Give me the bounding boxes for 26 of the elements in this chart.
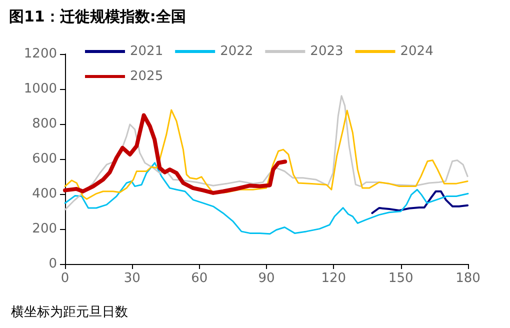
x-tick-label: 0	[60, 271, 70, 286]
y-tick-label: 400	[32, 186, 57, 202]
legend-label: 2022	[220, 44, 254, 59]
y-tick-label: 600	[32, 152, 57, 166]
chart-title: 图11：迁徙规模指数:全国	[9, 8, 186, 26]
x-tick-label: 90	[258, 271, 275, 286]
y-tick-label: 0	[48, 256, 57, 272]
x-tick-label: 30	[124, 271, 140, 286]
y-tick-label: 200	[32, 222, 57, 236]
x-tick-label: 60	[191, 271, 208, 286]
legend-label: 2025	[130, 69, 164, 84]
y-tick-label: 800	[32, 116, 57, 132]
text: 横坐标为距元旦日数	[11, 305, 128, 320]
line-series	[64, 109, 468, 200]
x-tick-label: 120	[321, 271, 346, 286]
legend-label: 2021	[130, 44, 164, 59]
legend-label: 2024	[400, 44, 434, 59]
line-series	[63, 113, 288, 195]
x-tick-label: 180	[456, 271, 480, 286]
x-tick-label: 150	[388, 271, 414, 286]
line-series	[371, 190, 469, 214]
legend-label: 2023	[310, 44, 344, 59]
y-tick-label: 1000	[24, 82, 57, 96]
line-series	[64, 162, 469, 235]
y-tick-label: 1200	[24, 46, 57, 62]
line-series	[64, 95, 468, 210]
